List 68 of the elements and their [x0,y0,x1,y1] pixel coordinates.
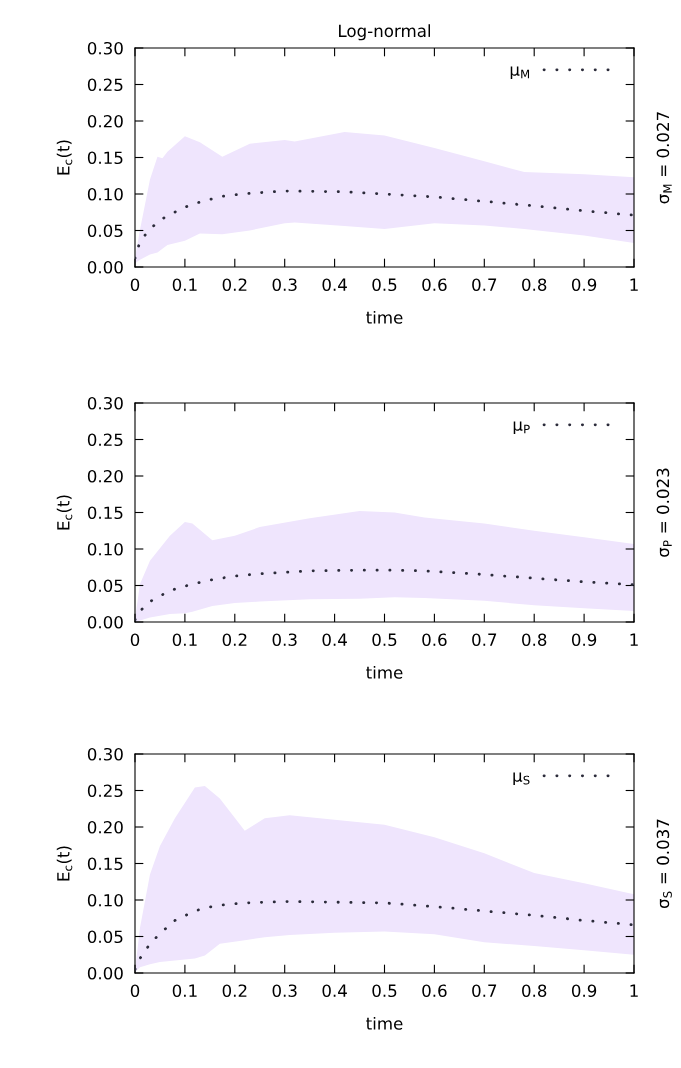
y-tick-label: 0.15 [87,506,123,520]
y-tick-label: 0.05 [87,224,123,238]
x-tick-label: 0.9 [571,984,597,998]
x-tick-label: 0.5 [372,278,397,292]
x-tick-label: 0.5 [372,984,397,998]
x-tick-label: 1 [630,984,638,997]
y-tick-label: 0.00 [87,260,123,274]
y2-axis-title: σ$_{S}$ = 0.037 [656,819,672,909]
x-tick-label: 0.2 [222,633,247,647]
y-tick-label: 0.20 [87,114,123,128]
x-tick-label: 0.2 [222,278,247,292]
x-tick-label: 0.9 [571,278,597,292]
y-tick-label: 0.20 [87,469,123,483]
x-tick-label: 0.7 [472,984,497,998]
x-tick-label: 0.1 [172,633,197,647]
y-tick-label: 0.25 [87,78,123,92]
x-tick-label: 0.1 [172,278,197,292]
x-tick-label: 0.5 [372,633,397,647]
x-tick-label: 1 [630,278,638,291]
x-tick-label: 0 [130,278,140,292]
legend-label: μ$_{M}$ [510,66,530,80]
x-tick-label: 0.3 [272,278,297,292]
y-tick-label: 0.25 [87,784,123,798]
x-tick-label: 0.7 [472,633,497,647]
chart-title: Log-normal [339,24,431,41]
x-tick-label: 0.4 [322,984,347,998]
x-tick-label: 0.1 [172,984,197,998]
x-tick-label: 0.6 [422,984,447,998]
y-tick-label: 0.30 [87,396,123,410]
y2-axis-title: σ$_{M}$ = 0.027 [656,112,672,204]
x-tick-label: 0.4 [322,278,347,292]
y-tick-label: 0.10 [87,893,123,907]
y-tick-label: 0.05 [87,930,123,944]
x-tick-label: 0.4 [322,633,347,647]
line-series [135,189,634,260]
x-tick-label: 0 [130,984,140,998]
y-axis-title: E$_{c}$(t) [56,495,73,530]
x-tick-label: 0 [130,633,140,647]
x-tick-label: 1 [630,633,638,646]
legend-label: μ$_{S}$ [513,772,530,786]
y-tick-label: 0.15 [87,857,123,871]
y-tick-label: 0.20 [87,820,123,834]
y-tick-label: 0.10 [87,542,123,556]
y-axis-title: E$_{c}$(t) [56,846,73,881]
y-tick-label: 0.15 [87,151,123,165]
x-tick-label: 0.9 [571,633,597,647]
legend-label: μ$_{P}$ [513,421,530,435]
y-tick-label: 0.25 [87,433,123,447]
x-tick-label: 0.8 [522,984,547,998]
y-axis-title: E$_{c}$(t) [56,140,73,175]
x-tick-label: 0.3 [272,633,297,647]
y-tick-label: 0.30 [87,747,123,761]
x-axis-title: time [366,310,403,324]
y-tick-label: 0.05 [87,579,123,593]
x-tick-label: 0.6 [422,633,447,647]
x-tick-label: 0.3 [272,984,297,998]
y2-axis-title: σ$_{P}$ = 0.023 [656,468,672,557]
y-tick-label: 0.00 [87,966,123,980]
x-tick-label: 0.8 [522,633,547,647]
y-tick-label: 0.30 [87,41,123,55]
x-tick-label: 0.7 [472,278,497,292]
y-tick-label: 0.00 [87,615,123,629]
x-tick-label: 0.2 [222,984,247,998]
x-tick-label: 0.6 [422,278,447,292]
y-tick-label: 0.10 [87,187,123,201]
x-axis-title: time [366,1016,403,1030]
x-axis-title: time [366,665,403,679]
x-tick-label: 0.8 [522,278,547,292]
